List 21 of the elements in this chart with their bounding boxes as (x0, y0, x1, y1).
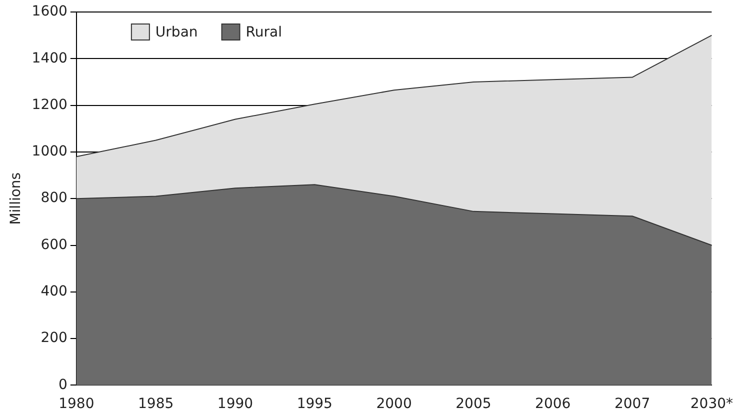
y-tick-label: 1400 (32, 50, 68, 66)
x-tick-label: 2000 (376, 396, 412, 412)
y-tick-label: 1000 (32, 144, 68, 160)
x-tick-label: 1980 (58, 396, 94, 412)
x-tick-label: 1985 (138, 396, 174, 412)
legend-label: Rural (246, 24, 282, 41)
x-tick-label: 2005 (456, 396, 492, 412)
y-tick-label: 0 (58, 376, 68, 393)
x-tick-label: 1990 (217, 396, 254, 412)
x-tick-label: 2030* (690, 396, 734, 412)
y-axis-title: Millions (8, 172, 24, 225)
y-tick-label: 1200 (32, 96, 68, 113)
x-tick-label: 1995 (296, 396, 332, 412)
x-tick-label: 2006 (535, 396, 571, 412)
y-tick-label: 400 (40, 284, 68, 300)
y-tick-label: 600 (40, 236, 68, 253)
y-tick-label: 800 (40, 190, 68, 206)
legend-label: Urban (155, 24, 198, 41)
y-tick-label: 1600 (32, 4, 68, 20)
x-tick-label: 2007 (614, 396, 650, 412)
y-tick-label: 200 (40, 330, 68, 346)
